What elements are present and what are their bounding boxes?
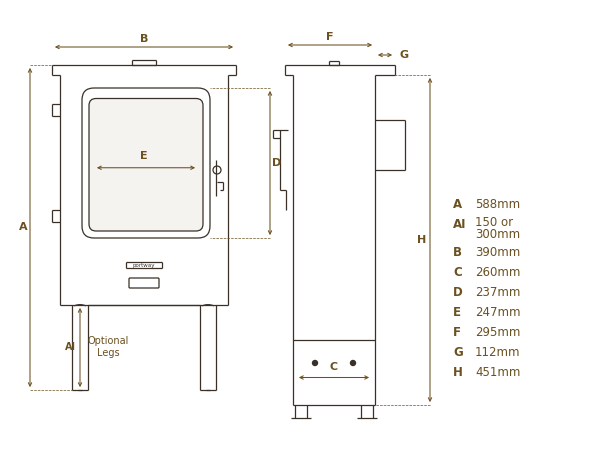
Text: 588mm: 588mm <box>475 198 520 211</box>
Text: portway: portway <box>133 262 155 267</box>
Text: D: D <box>272 158 281 168</box>
Text: G: G <box>453 346 463 360</box>
Text: E: E <box>453 306 461 320</box>
Text: C: C <box>453 266 462 279</box>
Text: A: A <box>453 198 462 211</box>
Text: F: F <box>453 327 461 339</box>
Text: D: D <box>453 287 463 300</box>
Text: G: G <box>400 50 409 60</box>
Text: E: E <box>140 151 148 161</box>
Text: 112mm: 112mm <box>475 346 521 360</box>
Text: 150 or: 150 or <box>475 216 513 229</box>
FancyBboxPatch shape <box>89 99 203 231</box>
Text: F: F <box>326 32 334 42</box>
Text: Optional: Optional <box>88 337 128 347</box>
Text: A: A <box>19 222 28 233</box>
Text: AI: AI <box>65 342 76 352</box>
Text: 390mm: 390mm <box>475 247 520 260</box>
Text: 295mm: 295mm <box>475 327 520 339</box>
Text: B: B <box>453 247 462 260</box>
Text: 237mm: 237mm <box>475 287 520 300</box>
Text: 260mm: 260mm <box>475 266 520 279</box>
Text: 247mm: 247mm <box>475 306 521 320</box>
Circle shape <box>350 360 355 365</box>
Circle shape <box>313 360 317 365</box>
Text: Legs: Legs <box>97 348 119 359</box>
Text: 451mm: 451mm <box>475 366 520 379</box>
Text: C: C <box>330 363 338 373</box>
Text: B: B <box>140 34 148 44</box>
Text: H: H <box>418 235 427 245</box>
Text: 300mm: 300mm <box>475 228 520 240</box>
Text: AI: AI <box>453 219 467 231</box>
Text: H: H <box>453 366 463 379</box>
